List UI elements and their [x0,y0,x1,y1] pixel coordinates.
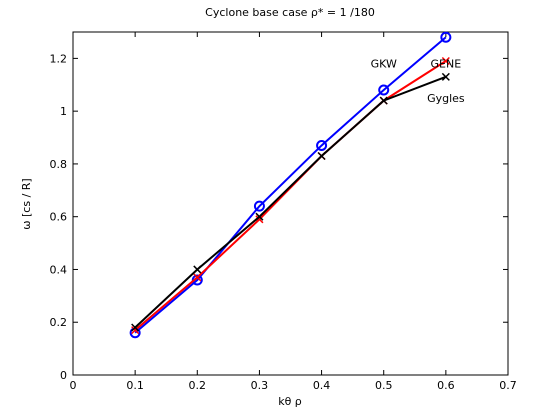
data-point-gygles [379,96,388,105]
data-point-gkw [253,200,265,212]
y-tick-label: 0.4 [50,263,68,276]
data-point-gkw [378,84,390,96]
data-point-gygles [317,151,326,161]
series-line-gkw [134,36,447,334]
y-tick-label: 0.8 [50,158,68,171]
axis-ticks: 0 0.1 0.2 0.3 0.4 0.5 0.6 0.7 0 0.2 0.4 0.6 0.8 1 1.2 [50,32,517,392]
data-point-gene [193,273,202,282]
y-tick-label: 0.2 [50,316,68,329]
data-point-gkw [440,31,452,43]
x-tick-label: 0.3 [251,379,269,392]
annotation-gkw: GKW [371,58,397,71]
x-tick-label: 0.4 [313,379,331,392]
y-tick-label: 1 [60,105,67,118]
annotation-gene: GENE [431,58,462,71]
annotation-gygles: Gygles [427,92,465,105]
data-point-gygles [255,212,264,221]
y-tick-label: 0 [60,369,67,382]
series-layer [129,31,452,339]
x-tick-label: 0 [70,379,77,392]
x-tick-label: 0.7 [499,379,517,392]
y-axis-label: ω [cs / R] [20,178,33,229]
y-tick-label: 1.2 [50,52,68,65]
x-tick-label: 0.5 [375,379,393,392]
data-point-gygles [131,323,140,332]
x-tick-label: 0.1 [126,379,144,392]
x-tick-label: 0.6 [437,379,455,392]
chart-title: Cyclone base case ρ* = 1 /180 [205,6,375,19]
data-point-gene [131,326,140,335]
data-point-gene [255,215,264,224]
data-point-gene [441,56,450,66]
data-point-gkw [316,139,328,151]
x-axis-label: kθ ρ [278,395,302,408]
data-point-gygles [441,72,450,81]
y-tick-label: 0.6 [50,211,68,224]
annotation-layer: GKW GENE Gygles [371,58,465,105]
data-point-gygles [193,265,202,274]
series-line-gygles [134,75,447,329]
x-tick-label: 0.2 [189,379,207,392]
